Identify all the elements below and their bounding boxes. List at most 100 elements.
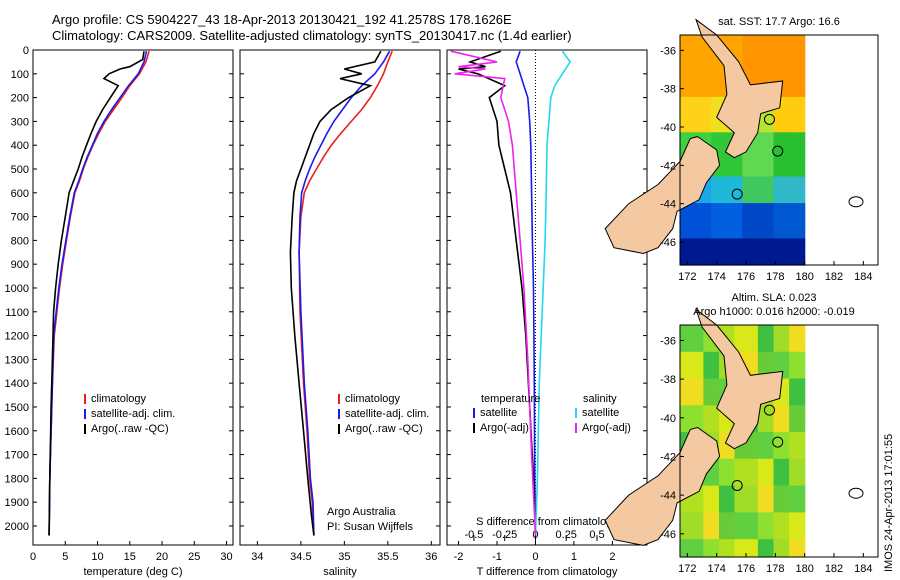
map-cell [781, 194, 790, 204]
series-line [48, 51, 148, 536]
map-cell [703, 79, 712, 89]
map-cell [734, 449, 743, 460]
map-cell [789, 387, 798, 397]
map-cell [695, 114, 704, 124]
y-tick-label: -42 [660, 451, 676, 463]
map-cell [765, 414, 775, 424]
map-cell [765, 423, 775, 433]
map-cell [757, 458, 767, 469]
map-cell [765, 360, 775, 371]
map-cell [719, 521, 728, 531]
y-tick-label: 200 [11, 93, 29, 105]
map-cell [796, 211, 806, 222]
x-tick-label: 0 [30, 551, 36, 563]
map-cell [711, 405, 720, 415]
map-cell [789, 96, 798, 107]
map-cell [703, 229, 712, 239]
map-cell [719, 539, 728, 549]
map-cell [765, 458, 775, 469]
map-cell [695, 369, 704, 380]
map-cell [742, 333, 751, 344]
map-cell [789, 342, 798, 353]
map-cell [773, 360, 782, 371]
map-cell [695, 405, 704, 415]
map-cell [773, 194, 782, 204]
map-cell [719, 512, 728, 522]
map-cell [757, 512, 767, 522]
map-cell [757, 247, 767, 257]
map-cell [773, 325, 782, 335]
map-cell [781, 247, 790, 257]
north-island-land [695, 18, 784, 159]
map-cell [781, 158, 790, 169]
map-cell [687, 238, 697, 248]
map-cell [734, 476, 743, 487]
series-line [289, 50, 382, 536]
map-frame [679, 324, 879, 558]
map-cell [773, 458, 782, 469]
map-cell [742, 503, 751, 513]
map-cell [781, 256, 790, 266]
map-cell [687, 229, 697, 239]
y-tick-label: 500 [11, 164, 29, 176]
x-tick-label-top: 0.25 [556, 529, 577, 541]
map-cell [680, 247, 689, 257]
map-cell [687, 96, 697, 107]
map-cell [796, 176, 806, 186]
map-cell [687, 423, 697, 433]
map-cell [687, 79, 697, 89]
x-tick-label-top: -0.5 [464, 529, 483, 541]
map-cell [757, 238, 767, 248]
map-cell [680, 432, 689, 442]
map-cell [750, 167, 759, 178]
map-cell [695, 203, 704, 213]
map-cell [742, 325, 751, 335]
map-cell [680, 229, 689, 239]
map-cell [703, 194, 712, 204]
map-cell [765, 351, 775, 362]
map-cell [680, 521, 689, 531]
map-cell [726, 458, 736, 469]
chatham-islands [848, 487, 864, 499]
map-cell [734, 203, 743, 213]
x-tick-label: 182 [825, 271, 843, 283]
map-cell [726, 530, 736, 540]
map-cell [742, 220, 751, 231]
map-cell [796, 52, 806, 63]
map-cell [781, 378, 790, 388]
map-cell [711, 369, 720, 380]
map-cell [781, 351, 790, 362]
map-cell [734, 548, 743, 558]
map-cell [781, 185, 790, 195]
plot-frame-temperature [32, 49, 234, 546]
map-cell [773, 485, 782, 496]
map-cell [773, 494, 782, 504]
map-cell [789, 238, 798, 248]
map-cell [765, 167, 775, 178]
map-cell [796, 432, 806, 442]
map-cell [765, 512, 775, 522]
map-cell [765, 229, 775, 239]
map-cell [719, 476, 728, 487]
map-cell [687, 494, 697, 504]
map-cell [789, 211, 798, 222]
map-title-sst: sat. SST: 17.7 Argo: 16.6 [718, 16, 840, 28]
map-cell [796, 548, 806, 558]
map-cell [757, 423, 767, 433]
map-cell [742, 247, 751, 257]
map-cell [719, 503, 728, 513]
map-cell [719, 441, 728, 451]
map-cell [742, 194, 751, 204]
north-island-land [695, 308, 784, 450]
map-cell [765, 114, 775, 124]
map-cell [734, 35, 743, 45]
map-cell [773, 512, 782, 522]
map-cell [789, 203, 798, 213]
map-cell [773, 114, 782, 124]
map-cell [773, 405, 782, 415]
map-cell [796, 220, 806, 231]
map-cell [734, 512, 743, 522]
map-cell [789, 530, 798, 540]
map-cell [703, 485, 712, 496]
map-cell [726, 176, 736, 186]
